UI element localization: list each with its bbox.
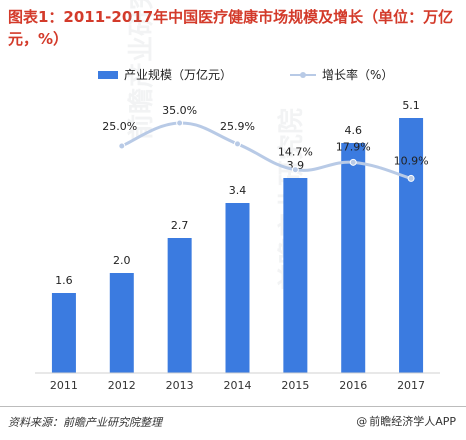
brand-label: @ 前瞻经济学人APP [356, 413, 456, 429]
bar-label-2016: 4.6 [344, 124, 362, 137]
at-icon: @ [356, 415, 368, 428]
bar-label-2013: 2.7 [171, 219, 189, 232]
legend-line-label: 增长率（%） [322, 67, 393, 82]
bar-2011 [51, 293, 76, 373]
legend-line-marker [300, 72, 306, 78]
bar-2016 [341, 143, 366, 373]
x-tick-2015: 2015 [281, 379, 309, 392]
line-point-2013 [176, 119, 184, 127]
x-tick-2012: 2012 [108, 379, 136, 392]
x-axis-labels: 2011 2012 2013 2014 2015 2016 2017 [50, 379, 425, 392]
x-tick-2011: 2011 [50, 379, 78, 392]
bar-series [51, 118, 424, 373]
line-point-2016 [349, 158, 357, 166]
source-note: 资料来源：前瞻产业研究院整理 [8, 416, 162, 429]
legend-bar-label: 产业规模（万亿元） [124, 67, 232, 82]
x-tick-2014: 2014 [224, 379, 252, 392]
line-label-2015: 14.7% [278, 146, 313, 159]
legend: 产业规模（万亿元） 增长率（%） [98, 67, 393, 82]
bar-label-2014: 3.4 [229, 184, 247, 197]
x-tick-2013: 2013 [166, 379, 194, 392]
chart-title: 图表1：2011-2017年中国医疗健康市场规模及增长（单位：万亿元，%） [8, 8, 454, 48]
line-label-2014: 25.9% [220, 120, 255, 133]
line-labels: 25.0% 35.0% 25.9% 14.7% 17.9% 10.9% [102, 104, 428, 167]
line-point-2015 [291, 166, 299, 174]
x-tick-2016: 2016 [339, 379, 367, 392]
legend-bar-swatch [98, 71, 118, 79]
footer-divider [0, 406, 466, 407]
watermark-text: 前瞻产业研究院 [126, 0, 157, 140]
bar-2017 [399, 118, 424, 373]
line-label-2016: 17.9% [336, 140, 371, 153]
bar-2013 [167, 238, 192, 373]
bar-label-2011: 1.6 [55, 274, 73, 287]
line-point-2017 [407, 174, 415, 182]
line-label-2013: 35.0% [162, 104, 197, 117]
x-tick-2017: 2017 [397, 379, 425, 392]
bar-2015 [283, 178, 308, 373]
line-point-2012 [118, 142, 126, 150]
bar-label-2017: 5.1 [402, 99, 420, 112]
bar-label-2012: 2.0 [113, 254, 131, 267]
line-label-2012: 25.0% [102, 120, 137, 133]
bar-labels: 1.62.02.73.43.94.65.1 [55, 99, 420, 287]
bar-2012 [109, 273, 134, 373]
line-point-2014 [234, 140, 241, 148]
line-points [118, 119, 415, 182]
bar-2014 [225, 203, 250, 373]
line-label-2017: 10.9% [394, 154, 429, 167]
brand-text: 前瞻经济学人APP [369, 415, 456, 428]
